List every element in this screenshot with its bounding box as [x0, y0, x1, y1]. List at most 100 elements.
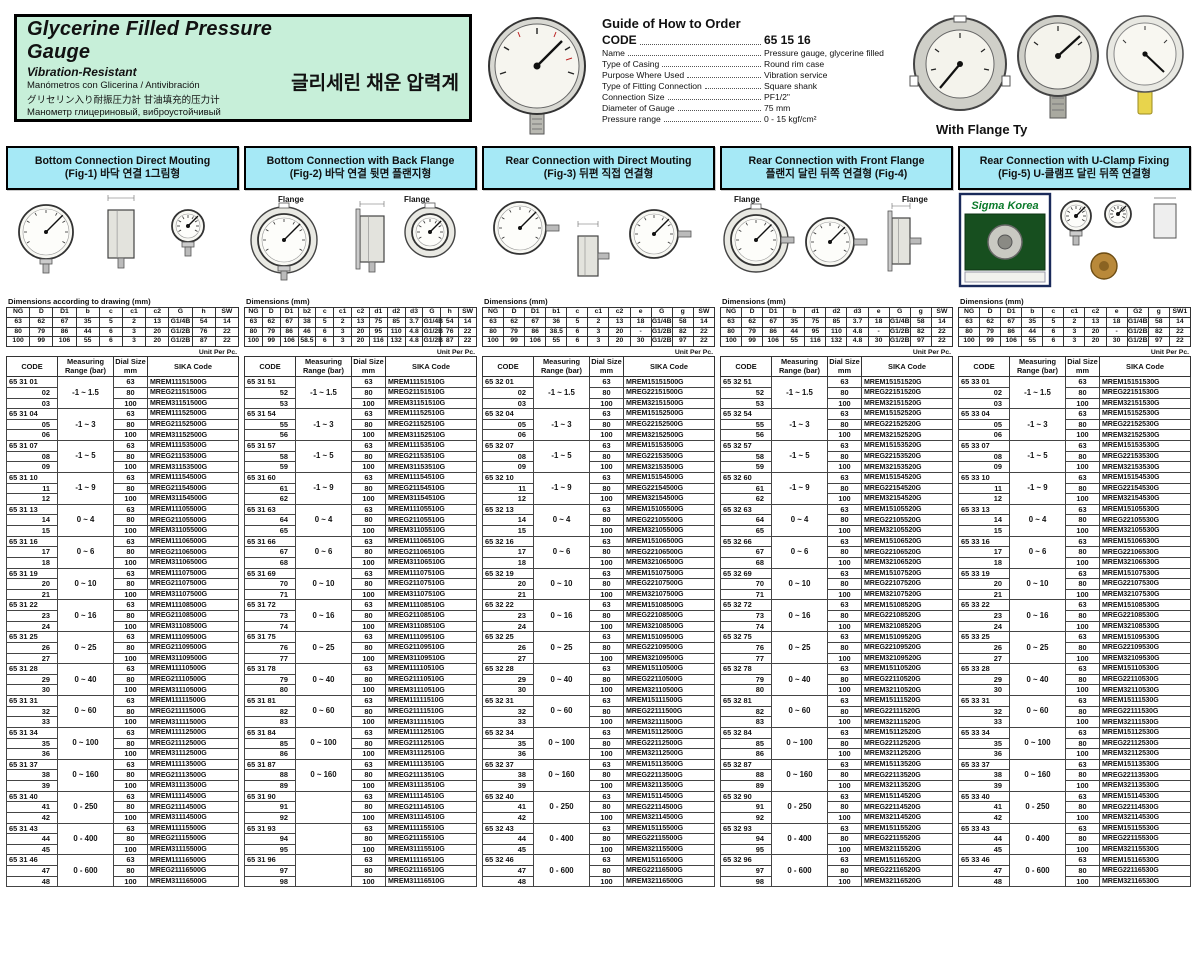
- table-row: 65 31 72 0 ~ 16 63 MREM11108510G: [244, 599, 477, 633]
- sika-code-cell: MREM32152500G: [623, 429, 715, 442]
- section-header-english: Rear Connection with U-Clamp Fixing: [979, 154, 1170, 167]
- sika-code-cell: MREG22107520G: [861, 578, 953, 590]
- section-header-korean: (Fig-2) 바닥 연결 뒷면 플랜지형: [289, 168, 432, 180]
- sika-code-cell: MREM11115510G: [385, 822, 477, 835]
- sika-code-cell: MREM11110510G: [385, 663, 477, 675]
- dimensions-cell: 80: [244, 326, 263, 338]
- dial-size-cell: 63: [589, 503, 624, 516]
- table-row: 65 32 57 -1 ~ 5 63 MREM15153520G: [720, 440, 953, 473]
- table-row: 74 100 MREM32108520G: [720, 620, 953, 633]
- dial-size-cell: 100: [589, 397, 624, 410]
- sika-code-cell: MREM32108530G: [1099, 620, 1191, 633]
- dimensions-cell: 6: [98, 336, 123, 348]
- table-row: 65 31 46 0 - 600 63 MREM11116500G: [6, 854, 239, 888]
- dial-size-cell: 63: [589, 854, 624, 867]
- sika-code-cell: MREM15116530G: [1099, 854, 1191, 867]
- code-cell: 73: [244, 610, 296, 622]
- dimensions-cell: 100: [244, 336, 263, 348]
- table-row: 80 100 MREM31110510G: [244, 684, 477, 697]
- table-row: 77 100 MREM32109520G: [720, 652, 953, 665]
- code-cell: 65 31 78: [244, 663, 296, 675]
- table-row: 55 80 MREG21152510G: [244, 418, 477, 431]
- dimensions-cell: 2: [1063, 316, 1086, 328]
- dial-size-cell: 63: [1065, 663, 1100, 675]
- order-guide-field-label: Purpose Where Used: [602, 70, 685, 80]
- range-cell: -1 ~ 9: [771, 471, 828, 505]
- sika-code-cell: MREM32105500G: [623, 525, 715, 537]
- code-cell: 41: [958, 801, 1010, 813]
- table-row: 59 100 MREM32153520G: [720, 461, 953, 473]
- dial-size-cell: 100: [1065, 748, 1100, 760]
- table-row: 91 80 MREG21114510G: [244, 801, 477, 813]
- range-cell: 0 ~ 160: [533, 758, 590, 792]
- dial-size-cell: 100: [113, 652, 148, 665]
- dial-size-cell: 100: [113, 748, 148, 760]
- table-row: 65 33 40 0 - 250 63 MREM15114530G: [958, 790, 1191, 824]
- dial-size-cell: 63: [827, 471, 862, 484]
- code-cell: 65 32 34: [482, 726, 534, 739]
- table-row: 65 31 63 0 ~ 4 63 MREM11105510G: [244, 503, 477, 537]
- table-row: 29 80 MREG22110500G: [482, 673, 715, 686]
- range-cell: 0 ~ 160: [771, 758, 828, 792]
- parts-header-row: CODE Measuring Range (bar) Dial Size mm SIK…: [482, 356, 715, 378]
- sika-code-cell: MREM31109500G: [147, 652, 239, 665]
- dial-size-cell: 80: [589, 801, 624, 813]
- range-cell: 0 ~ 60: [533, 695, 590, 728]
- dial-size-cell: 100: [589, 748, 624, 760]
- table-row: 65 32 16 0 ~ 6 63 MREM15106500G: [482, 535, 715, 569]
- technical-drawing-fig1: [6, 190, 239, 296]
- dimensions-header-cell: b: [1021, 307, 1044, 318]
- dimensions-cell: G1/4B: [422, 316, 443, 328]
- code-cell: 65 32 78: [720, 663, 772, 675]
- range-cell: 0 ~ 16: [771, 599, 828, 633]
- code-cell: 65 31 90: [244, 790, 296, 803]
- dimensions-header-cell: G: [888, 307, 911, 318]
- table-row: 92 100 MREM32114520G: [720, 811, 953, 824]
- code-cell: 65 32 40: [482, 790, 534, 803]
- table-row: 65 32 93 0 - 400 63 MREM15115520G: [720, 822, 953, 856]
- dial-size-cell: 100: [589, 620, 624, 633]
- catalog-column-fig5: Rear Connection with U-Clamp Fixing (Fig-…: [957, 146, 1192, 888]
- range-cell: 0 ~ 4: [1009, 503, 1066, 537]
- sika-code-cell: MREG21154510G: [385, 482, 477, 495]
- code-cell: 65 33 31: [958, 695, 1010, 707]
- sika-code-cell: MREG22109500G: [623, 641, 715, 654]
- code-cell: 97: [720, 865, 772, 877]
- table-row: 71 100 MREM32107520G: [720, 588, 953, 601]
- code-cell: 39: [6, 780, 58, 792]
- sika-code-cell: MREM15106530G: [1099, 535, 1191, 548]
- range-cell: 0 ~ 40: [771, 663, 828, 697]
- table-row: 06 100 MREM32152500G: [482, 429, 715, 442]
- dimensions-cell: 13: [1084, 316, 1107, 328]
- code-cell: 70: [244, 578, 296, 590]
- technical-drawing-figure: [493, 201, 692, 277]
- code-cell: 42: [6, 811, 58, 824]
- dial-size-cell: 100: [351, 843, 386, 856]
- dial-size-cell: 100: [827, 748, 862, 760]
- table-row: 94 80 MREG22115520G: [720, 833, 953, 845]
- dimensions-header-cell: c2: [145, 307, 170, 318]
- sika-code-cell: MREM32113520G: [861, 780, 953, 792]
- code-cell: 32: [6, 705, 58, 718]
- catalog-columns: Bottom Connection Direct Mouting (Fig-1) …: [0, 142, 1200, 888]
- code-cell: 85: [244, 737, 296, 750]
- code-cell: 32: [482, 705, 534, 718]
- sika-code-cell: MREG21107510G: [385, 578, 477, 590]
- range-cell: 0 - 400: [771, 822, 828, 856]
- dial-size-cell: 100: [827, 843, 862, 856]
- table-row: 33 100 MREM32111500G: [482, 716, 715, 728]
- table-row: 35 80 MREG22112530G: [958, 737, 1191, 750]
- code-cell: 30: [482, 684, 534, 697]
- table-row: 47 80 MREG21116500G: [6, 865, 239, 877]
- table-row: 12 100 MREM32154500G: [482, 493, 715, 505]
- table-row: 65 31 69 0 ~ 10 63 MREM11107510G: [244, 567, 477, 601]
- sika-code-cell: MREG21152500G: [147, 418, 239, 431]
- range-cell: [295, 854, 352, 888]
- dial-size-cell: 63: [113, 854, 148, 867]
- code-cell: 30: [6, 684, 58, 697]
- dial-size-cell: 63: [113, 471, 148, 484]
- dial-size-cell: 63: [351, 503, 386, 516]
- dimensions-row: 100 99 106 55 6 3 20 30 G1/2B 97 22: [957, 336, 1192, 348]
- sika-code-cell: MREG22107500G: [623, 578, 715, 590]
- code-cell: 09: [482, 461, 534, 473]
